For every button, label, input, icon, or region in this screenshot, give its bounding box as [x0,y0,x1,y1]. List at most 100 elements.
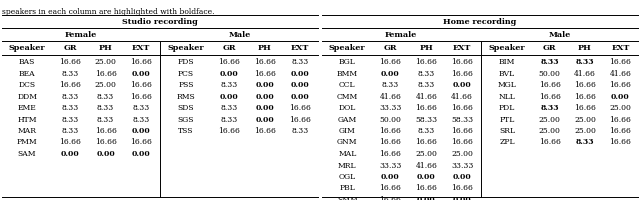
Text: 8.33: 8.33 [132,116,150,123]
Text: Speaker: Speaker [329,44,365,52]
Text: PH: PH [99,44,113,52]
Text: 16.66: 16.66 [539,92,561,101]
Text: 16.66: 16.66 [95,138,116,146]
Text: 16.66: 16.66 [253,127,276,135]
Text: Speaker: Speaker [489,44,525,52]
Text: 0.00: 0.00 [417,173,436,181]
Text: 16.66: 16.66 [380,58,401,66]
Text: 16.66: 16.66 [131,58,152,66]
Text: PH: PH [419,44,433,52]
Text: 16.66: 16.66 [95,127,116,135]
Text: DCS: DCS [19,81,36,89]
Text: SGS: SGS [178,116,195,123]
Text: Home recording: Home recording [444,18,516,26]
Text: 16.66: 16.66 [609,81,631,89]
Text: 16.66: 16.66 [59,81,81,89]
Text: PH: PH [258,44,271,52]
Text: BIM: BIM [499,58,515,66]
Text: 16.66: 16.66 [218,58,240,66]
Text: 16.66: 16.66 [574,81,596,89]
Text: SRL: SRL [499,127,515,135]
Text: 8.33: 8.33 [540,104,559,112]
Text: 0.00: 0.00 [96,150,115,158]
Text: 0.00: 0.00 [255,104,274,112]
Text: 8.33: 8.33 [97,104,115,112]
Text: 16.66: 16.66 [609,138,631,146]
Text: EXT: EXT [453,44,471,52]
Text: 25.00: 25.00 [415,150,437,158]
Text: HTM: HTM [17,116,37,123]
Text: 8.33: 8.33 [418,81,435,89]
Text: 16.66: 16.66 [415,184,437,192]
Text: 16.66: 16.66 [95,70,116,78]
Text: 0.00: 0.00 [452,81,472,89]
Text: 0.00: 0.00 [220,92,239,101]
Text: 0.00: 0.00 [611,92,630,101]
Text: EME: EME [18,104,36,112]
Text: 0.00: 0.00 [255,92,274,101]
Text: 58.33: 58.33 [451,116,473,123]
Text: GR: GR [384,44,397,52]
Text: 8.33: 8.33 [61,104,79,112]
Text: 8.33: 8.33 [61,127,79,135]
Text: 8.33: 8.33 [575,138,595,146]
Text: PCS: PCS [178,70,194,78]
Text: GNM: GNM [337,138,358,146]
Text: 8.33: 8.33 [292,58,309,66]
Text: 16.66: 16.66 [380,184,401,192]
Text: 16.66: 16.66 [253,70,276,78]
Text: 0.00: 0.00 [381,173,400,181]
Text: 0.00: 0.00 [61,150,79,158]
Text: 16.66: 16.66 [574,92,596,101]
Text: 16.66: 16.66 [451,184,473,192]
Text: 25.00: 25.00 [539,116,561,123]
Text: 16.66: 16.66 [380,150,401,158]
Text: PDL: PDL [499,104,515,112]
Text: 16.66: 16.66 [59,138,81,146]
Text: 16.66: 16.66 [380,196,401,200]
Text: 50.00: 50.00 [380,116,401,123]
Text: BMM: BMM [337,70,358,78]
Text: CMM: CMM [337,92,358,101]
Text: 41.66: 41.66 [609,70,631,78]
Text: GAM: GAM [338,116,357,123]
Text: BVL: BVL [499,70,515,78]
Text: 16.66: 16.66 [380,138,401,146]
Text: 33.33: 33.33 [380,104,402,112]
Text: TSS: TSS [179,127,194,135]
Text: 0.00: 0.00 [381,70,400,78]
Text: 25.00: 25.00 [451,150,473,158]
Text: Studio recording: Studio recording [122,18,198,26]
Text: BAS: BAS [19,58,35,66]
Text: ZPL: ZPL [499,138,515,146]
Text: RMS: RMS [177,92,195,101]
Text: BGL: BGL [339,58,356,66]
Text: Male: Male [228,31,251,39]
Text: 0.00: 0.00 [132,127,150,135]
Text: 16.66: 16.66 [451,104,473,112]
Text: 8.33: 8.33 [61,92,79,101]
Text: Female: Female [385,31,417,39]
Text: Speaker: Speaker [168,44,204,52]
Text: 16.66: 16.66 [253,58,276,66]
Text: GR: GR [543,44,556,52]
Text: 41.66: 41.66 [574,70,596,78]
Text: EXT: EXT [611,44,630,52]
Text: 0.00: 0.00 [132,150,150,158]
Text: GR: GR [63,44,77,52]
Text: 25.00: 25.00 [609,104,631,112]
Text: MRL: MRL [338,162,356,170]
Text: 8.33: 8.33 [97,92,115,101]
Text: 8.33: 8.33 [540,58,559,66]
Text: 50.00: 50.00 [539,70,561,78]
Text: 41.66: 41.66 [415,92,437,101]
Text: 41.66: 41.66 [415,162,437,170]
Text: SMM: SMM [337,196,358,200]
Text: 16.66: 16.66 [415,104,437,112]
Text: 0.00: 0.00 [452,173,472,181]
Text: 16.66: 16.66 [415,138,437,146]
Text: Speaker: Speaker [9,44,45,52]
Text: GR: GR [222,44,236,52]
Text: MAR: MAR [18,127,36,135]
Text: FDS: FDS [178,58,195,66]
